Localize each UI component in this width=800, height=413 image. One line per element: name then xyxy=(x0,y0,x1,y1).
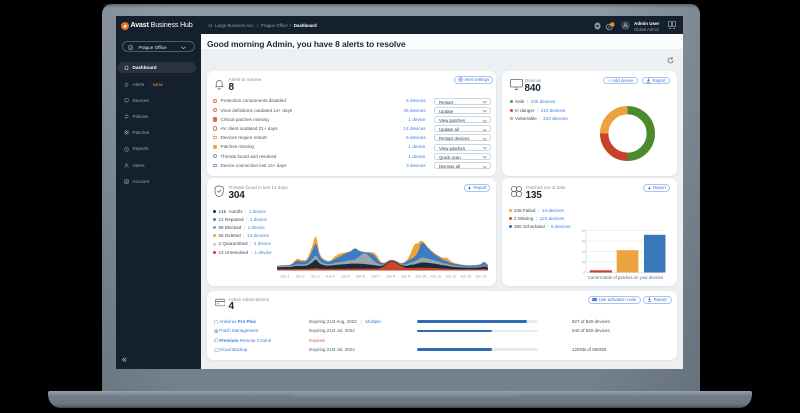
svg-text:Jun 2: Jun 2 xyxy=(295,274,304,278)
svg-text:Jun 10: Jun 10 xyxy=(415,274,426,278)
svg-text:Jun 12: Jun 12 xyxy=(445,274,456,278)
svg-text:Jun 1: Jun 1 xyxy=(280,274,289,278)
svg-text:200: 200 xyxy=(582,250,585,254)
svg-text:Jun 5: Jun 5 xyxy=(340,274,349,278)
svg-text:Jun 6: Jun 6 xyxy=(355,274,364,278)
svg-text:Jun 14: Jun 14 xyxy=(475,274,486,278)
svg-text:0: 0 xyxy=(583,271,585,275)
svg-text:Jun 3: Jun 3 xyxy=(310,274,319,278)
svg-text:Jun 11: Jun 11 xyxy=(430,274,441,278)
svg-text:Jun 7: Jun 7 xyxy=(370,274,379,278)
svg-text:Jun 13: Jun 13 xyxy=(460,274,471,278)
svg-text:400: 400 xyxy=(582,229,585,233)
svg-text:300: 300 xyxy=(582,239,585,243)
svg-text:Jun 4: Jun 4 xyxy=(325,274,334,278)
svg-text:Jun 9: Jun 9 xyxy=(401,274,410,278)
svg-text:Jun 8: Jun 8 xyxy=(385,274,394,278)
svg-text:100: 100 xyxy=(582,260,585,264)
